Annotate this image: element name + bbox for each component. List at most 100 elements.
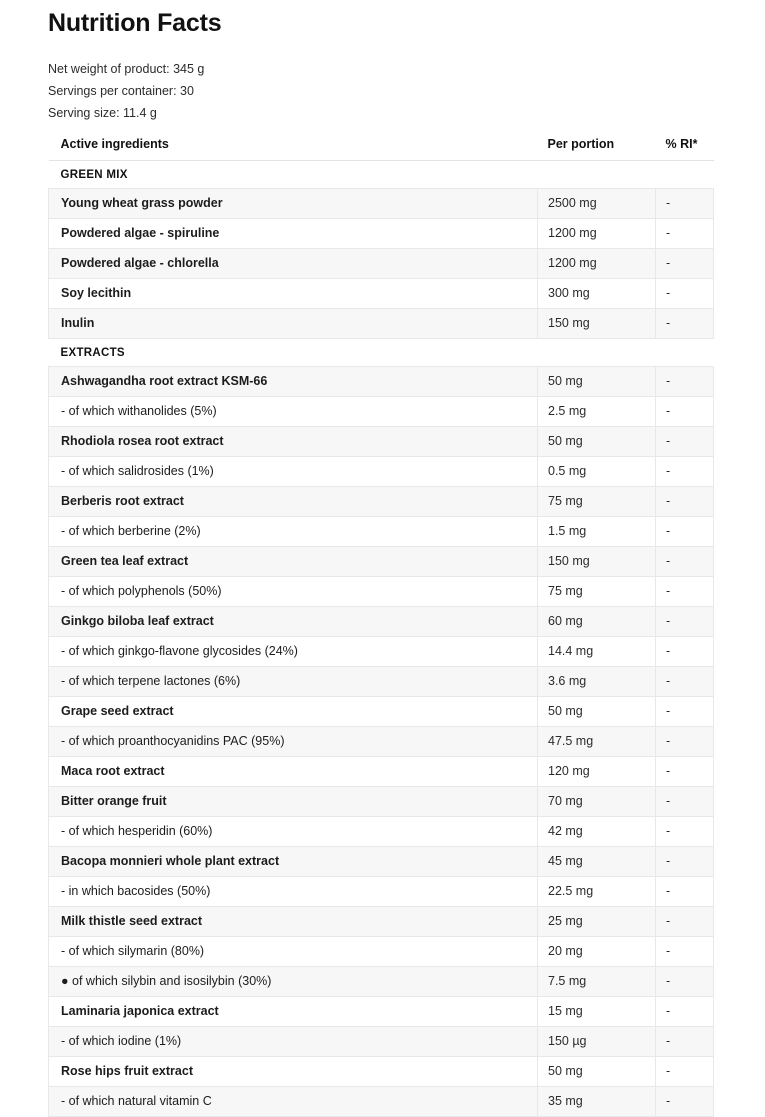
table-row: - of which withanolides (5%) 2.5 mg -	[48, 396, 714, 427]
ingredient-name: - of which iodine (1%)	[48, 1026, 538, 1057]
ingredient-name: - of which withanolides (5%)	[48, 396, 538, 427]
ingredient-per-portion: 60 mg	[537, 606, 656, 637]
product-meta: Net weight of product: 345 g Servings pe…	[48, 58, 717, 124]
ingredient-percent-ri: -	[655, 366, 714, 397]
ingredient-percent-ri: -	[655, 726, 714, 757]
ingredient-name: - in which bacosides (50%)	[48, 876, 538, 907]
table-row: Milk thistle seed extract 25 mg -	[48, 906, 714, 937]
ingredient-per-portion: 1200 mg	[537, 248, 656, 279]
ingredient-percent-ri: -	[655, 308, 714, 339]
ingredient-name: Powdered algae - chlorella	[48, 248, 538, 279]
ingredient-name: - of which proanthocyanidins PAC (95%)	[48, 726, 538, 757]
ingredient-per-portion: 42 mg	[537, 816, 656, 847]
ingredient-name: Ginkgo biloba leaf extract	[48, 606, 538, 637]
ingredient-name: Rose hips fruit extract	[48, 1056, 538, 1087]
ingredient-per-portion: 0.5 mg	[537, 456, 656, 487]
ingredient-percent-ri: -	[655, 636, 714, 667]
ingredient-per-portion: 25 mg	[537, 906, 656, 937]
ingredient-name: Maca root extract	[48, 756, 538, 787]
ingredient-per-portion: 20 mg	[537, 936, 656, 967]
ingredient-name: Powdered algae - spiruline	[48, 218, 538, 249]
table-row: Maca root extract 120 mg -	[48, 756, 714, 787]
ingredient-percent-ri: -	[655, 396, 714, 427]
section-label: EXTRACTS	[48, 338, 714, 367]
ingredient-percent-ri: -	[655, 816, 714, 847]
table-row: Inulin 150 mg -	[48, 308, 714, 339]
net-weight-line: Net weight of product: 345 g	[48, 62, 205, 76]
ingredient-name: Young wheat grass powder	[48, 188, 538, 219]
table-row: Young wheat grass powder 2500 mg -	[48, 188, 714, 219]
ingredient-name: Berberis root extract	[48, 486, 538, 517]
ingredient-per-portion: 150 mg	[537, 308, 656, 339]
ingredient-per-portion: 150 mg	[537, 546, 656, 577]
ingredient-name: Milk thistle seed extract	[48, 906, 538, 937]
ingredient-name: ● of which silybin and isosilybin (30%)	[48, 966, 538, 997]
column-header-active-ingredients: Active ingredients	[48, 133, 538, 161]
ingredient-percent-ri: -	[655, 546, 714, 577]
nutrition-table: Active ingredients Per portion % RI* GRE…	[48, 133, 714, 1117]
ingredient-per-portion: 3.6 mg	[537, 666, 656, 697]
ingredient-percent-ri: -	[655, 188, 714, 219]
column-header-percent-ri: % RI*	[655, 133, 714, 161]
ingredient-per-portion: 7.5 mg	[537, 966, 656, 997]
ingredient-percent-ri: -	[655, 576, 714, 607]
ingredient-percent-ri: -	[655, 486, 714, 517]
table-row: - of which terpene lactones (6%) 3.6 mg -	[48, 666, 714, 697]
table-row: Bacopa monnieri whole plant extract 45 mg…	[48, 846, 714, 877]
ingredient-per-portion: 150 µg	[537, 1026, 656, 1057]
ingredient-percent-ri: -	[655, 846, 714, 877]
table-row: Laminaria japonica extract 15 mg -	[48, 996, 714, 1027]
table-row: Berberis root extract 75 mg -	[48, 486, 714, 517]
nutrition-table-body: GREEN MIX Young wheat grass powder 2500 mg…	[48, 160, 714, 1117]
table-row: - of which silymarin (80%) 20 mg -	[48, 936, 714, 967]
table-row: - of which natural vitamin C 35 mg -	[48, 1086, 714, 1117]
ingredient-per-portion: 75 mg	[537, 576, 656, 607]
column-header-per-portion: Per portion	[537, 133, 656, 161]
ingredient-per-portion: 35 mg	[537, 1086, 656, 1117]
ingredient-percent-ri: -	[655, 456, 714, 487]
ingredient-name: Grape seed extract	[48, 696, 538, 727]
ingredient-percent-ri: -	[655, 756, 714, 787]
ingredient-per-portion: 1200 mg	[537, 218, 656, 249]
ingredient-percent-ri: -	[655, 606, 714, 637]
ingredient-per-portion: 50 mg	[537, 426, 656, 457]
ingredient-per-portion: 75 mg	[537, 486, 656, 517]
ingredient-percent-ri: -	[655, 1056, 714, 1087]
ingredient-percent-ri: -	[655, 1086, 714, 1117]
ingredient-percent-ri: -	[655, 248, 714, 279]
ingredient-name: Bitter orange fruit	[48, 786, 538, 817]
table-row: Rose hips fruit extract 50 mg -	[48, 1056, 714, 1087]
table-row: - of which proanthocyanidins PAC (95%) 47…	[48, 726, 714, 757]
ingredient-name: Laminaria japonica extract	[48, 996, 538, 1027]
ingredient-name: - of which terpene lactones (6%)	[48, 666, 538, 697]
table-section-header-row: EXTRACTS	[48, 338, 714, 367]
table-row: - of which salidrosides (1%) 0.5 mg -	[48, 456, 714, 487]
ingredient-name: Green tea leaf extract	[48, 546, 538, 577]
ingredient-name: Rhodiola rosea root extract	[48, 426, 538, 457]
ingredient-per-portion: 15 mg	[537, 996, 656, 1027]
table-section-header-row: GREEN MIX	[48, 160, 714, 189]
ingredient-name: Inulin	[48, 308, 538, 339]
table-row: Powdered algae - spiruline 1200 mg -	[48, 218, 714, 249]
servings-per-container-line: Servings per container: 30	[48, 84, 194, 98]
ingredient-name: - of which hesperidin (60%)	[48, 816, 538, 847]
table-row: - of which ginkgo-flavone glycosides (24…	[48, 636, 714, 667]
ingredient-percent-ri: -	[655, 426, 714, 457]
ingredient-name: - of which ginkgo-flavone glycosides (24…	[48, 636, 538, 667]
ingredient-name: Bacopa monnieri whole plant extract	[48, 846, 538, 877]
ingredient-per-portion: 50 mg	[537, 1056, 656, 1087]
ingredient-name: Ashwagandha root extract KSM-66	[48, 366, 538, 397]
ingredient-percent-ri: -	[655, 966, 714, 997]
ingredient-percent-ri: -	[655, 906, 714, 937]
ingredient-per-portion: 300 mg	[537, 278, 656, 309]
table-row: - in which bacosides (50%) 22.5 mg -	[48, 876, 714, 907]
table-row: ● of which silybin and isosilybin (30%) 7…	[48, 966, 714, 997]
ingredient-percent-ri: -	[655, 786, 714, 817]
ingredient-name: Soy lecithin	[48, 278, 538, 309]
serving-size-line: Serving size: 11.4 g	[48, 106, 157, 120]
ingredient-percent-ri: -	[655, 666, 714, 697]
ingredient-per-portion: 45 mg	[537, 846, 656, 877]
ingredient-per-portion: 50 mg	[537, 366, 656, 397]
ingredient-per-portion: 2.5 mg	[537, 396, 656, 427]
